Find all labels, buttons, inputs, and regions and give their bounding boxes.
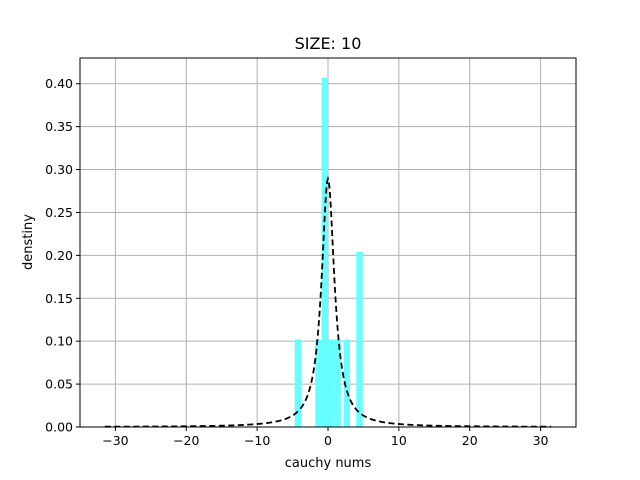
histogram-bar-6 (356, 251, 363, 427)
y-tick-label-5: 0.25 (45, 205, 73, 220)
x-tick-label-4: 10 (391, 433, 407, 448)
y-tick-label-0: 0.00 (45, 420, 73, 435)
x-tick-label-0: −30 (102, 433, 128, 448)
histogram-bar-1 (315, 339, 322, 427)
y-tick-label-1: 0.05 (45, 377, 73, 392)
x-axis-label: cauchy nums (285, 456, 372, 471)
x-axis-ticks: −30 −20 −10 0 10 20 30 (102, 427, 549, 448)
y-tick-label-8: 0.40 (45, 76, 73, 91)
y-tick-label-3: 0.15 (45, 291, 73, 306)
y-tick-label-6: 0.30 (45, 162, 73, 177)
y-tick-label-2: 0.10 (45, 334, 73, 349)
density-curve (104, 175, 552, 428)
y-axis-label: denstiny (21, 214, 36, 270)
histogram-bar-4 (334, 339, 341, 427)
chart-title: SIZE: 10 (295, 34, 362, 53)
histogram-bar-2 (321, 77, 328, 427)
x-tick-label-6: 30 (533, 433, 549, 448)
histogram-bar-3 (328, 339, 335, 427)
histogram-bars (294, 77, 363, 427)
x-tick-label-5: 20 (462, 433, 478, 448)
x-tick-label-2: −10 (244, 433, 270, 448)
y-tick-label-4: 0.20 (45, 248, 73, 263)
x-tick-label-1: −20 (173, 433, 199, 448)
histogram-bar-0 (294, 339, 302, 427)
y-tick-label-7: 0.35 (45, 119, 73, 134)
y-axis-ticks: 0.00 0.05 0.10 0.15 0.20 0.25 0.30 0.35 0.40 (45, 76, 80, 435)
histogram-bar-5 (343, 339, 350, 427)
x-tick-label-3: 0 (324, 433, 332, 448)
cauchy-pdf-line (104, 175, 552, 428)
